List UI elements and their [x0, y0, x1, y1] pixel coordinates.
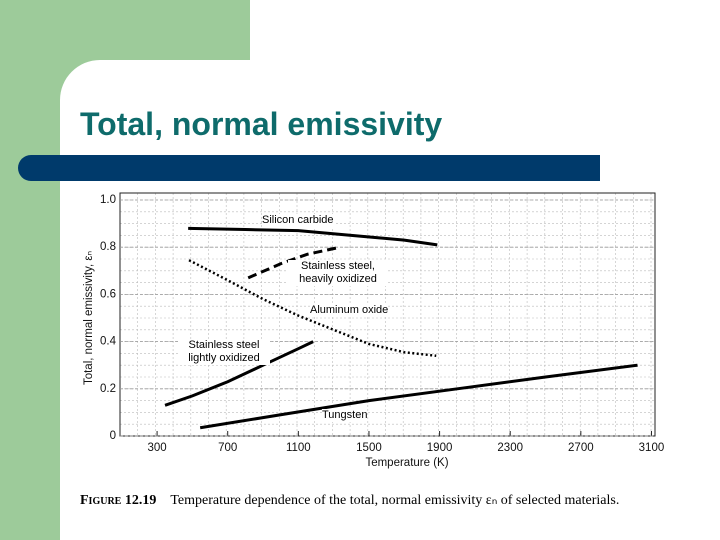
series-line: [188, 226, 438, 247]
x-axis-label: Temperature (K): [365, 457, 448, 469]
x-tick-label: 1900: [427, 442, 453, 454]
x-tick-label: 3100: [639, 442, 665, 454]
caption: Figure 12.19 Temperature dependence of th…: [80, 491, 680, 511]
series-label: Silicon carbide: [262, 214, 334, 227]
x-tick-label: 1100: [286, 442, 311, 454]
decor-bar: [18, 155, 600, 181]
y-tick-label: 0.6: [100, 288, 116, 300]
y-tick-label: 0.4: [100, 336, 117, 348]
y-tick-label: 0.2: [100, 383, 116, 395]
series-label: Stainless steel lightly oxidized: [178, 339, 270, 365]
y-axis-label: Total, normal emissivity, εₙ: [83, 251, 95, 386]
series-line: [199, 363, 638, 430]
series-line: [188, 259, 437, 358]
y-tick-label: 0: [110, 430, 116, 442]
x-tick-label: 1500: [356, 442, 382, 454]
x-tick-label: 300: [147, 442, 166, 454]
y-tick-label: 1.0: [100, 194, 116, 206]
series-label: Tungsten: [322, 409, 368, 422]
slide-title: Total, normal emissivity: [80, 106, 443, 142]
decor: [0, 0, 60, 540]
x-tick-label: 700: [218, 442, 237, 454]
x-tick-label: 2300: [497, 442, 523, 454]
y-tick-label: 0.8: [100, 241, 116, 253]
x-tick-label: 2700: [568, 442, 594, 454]
series-label: Stainless steel, heavily oxidized: [288, 260, 388, 286]
series-label: Aluminum oxide: [310, 304, 389, 317]
caption-label: Figure 12.19: [80, 493, 157, 508]
series-line: [247, 245, 341, 280]
series-line: [164, 340, 314, 407]
caption-text: Temperature dependence of the total, nor…: [170, 493, 620, 508]
